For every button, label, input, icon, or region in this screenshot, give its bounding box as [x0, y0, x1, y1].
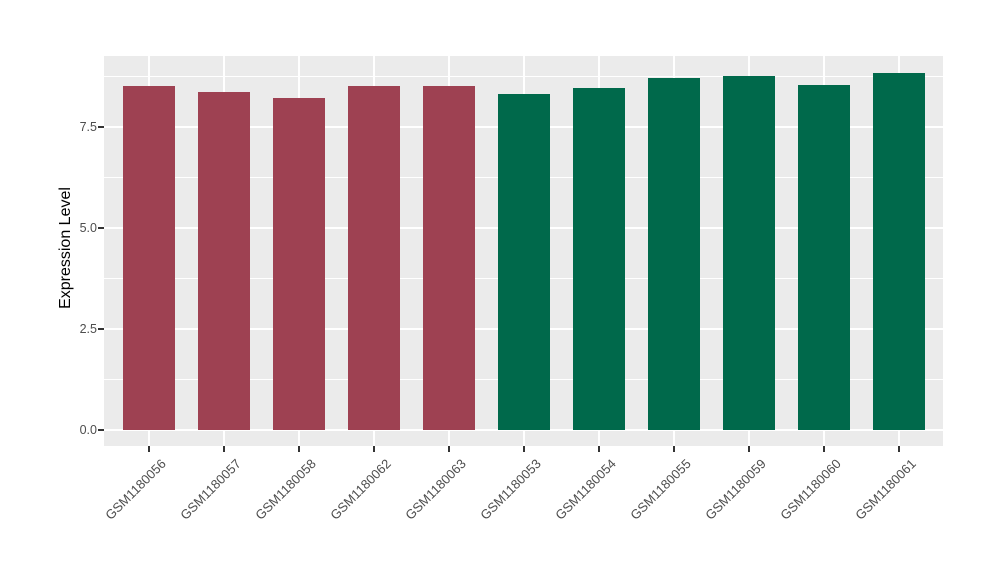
- y-axis-title: Expression Level: [57, 187, 74, 309]
- bar-GSM1180061: [873, 72, 925, 430]
- x-tick-mark: [148, 446, 150, 452]
- x-tick-mark: [223, 446, 225, 452]
- y-tick-label: 2.5: [79, 322, 97, 336]
- bar-GSM1180060: [798, 84, 850, 430]
- y-tick-label: 5.0: [79, 221, 97, 235]
- bar-GSM1180053: [498, 93, 550, 430]
- x-tick-label: GSM1180056: [101, 456, 169, 523]
- bar-GSM1180055: [648, 78, 700, 430]
- bar-GSM1180059: [723, 76, 775, 430]
- plot-panel: [104, 56, 943, 446]
- bar-GSM1180054: [573, 87, 625, 430]
- x-tick-mark: [898, 446, 900, 452]
- x-tick-mark: [823, 446, 825, 452]
- bar-GSM1180063: [423, 86, 475, 430]
- x-tick-label: GSM1180061: [851, 456, 919, 523]
- bar-GSM1180056: [123, 86, 175, 430]
- y-tick-label: 7.5: [79, 120, 97, 134]
- x-tick-label: GSM1180059: [701, 456, 769, 523]
- x-tick-mark: [673, 446, 675, 452]
- x-tick-mark: [373, 446, 375, 452]
- y-tick-label: 0.0: [79, 423, 97, 437]
- x-tick-mark: [448, 446, 450, 452]
- x-tick-label: GSM1180057: [176, 456, 244, 523]
- x-tick-label: GSM1180063: [401, 456, 469, 523]
- x-tick-label: GSM1180054: [551, 456, 619, 523]
- x-tick-label: GSM1180053: [476, 456, 544, 523]
- x-tick-label: GSM1180060: [776, 456, 844, 523]
- x-tick-label: GSM1180062: [326, 456, 394, 523]
- x-tick-mark: [748, 446, 750, 452]
- bar-GSM1180057: [198, 91, 250, 430]
- x-tick-mark: [298, 446, 300, 452]
- x-tick-mark: [523, 446, 525, 452]
- bar-GSM1180058: [273, 97, 325, 430]
- y-tick-mark: [98, 227, 104, 229]
- x-tick-mark: [598, 446, 600, 452]
- y-tick-mark: [98, 328, 104, 330]
- x-tick-label: GSM1180058: [251, 456, 319, 523]
- x-tick-label: GSM1180055: [626, 456, 694, 523]
- y-tick-mark: [98, 126, 104, 128]
- y-tick-mark: [98, 429, 104, 431]
- bar-GSM1180062: [348, 86, 400, 430]
